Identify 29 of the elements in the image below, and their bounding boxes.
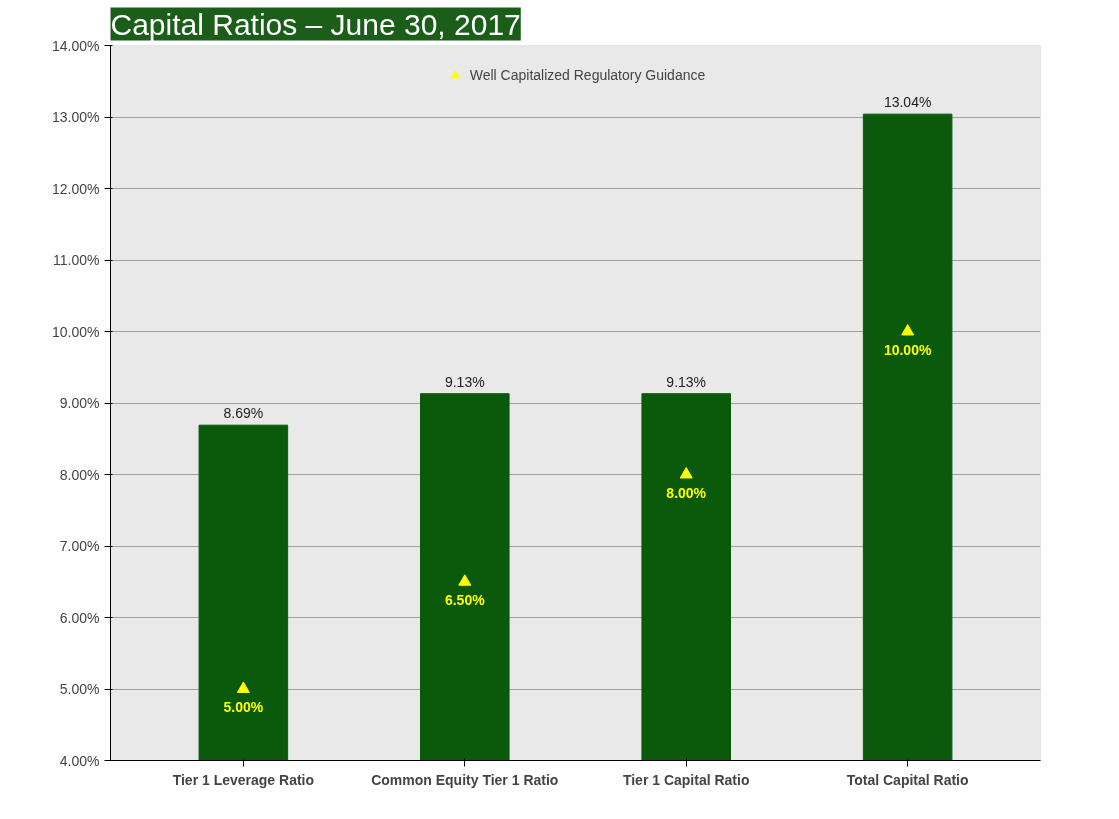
y-tick-label: 4.00%	[59, 752, 100, 769]
data-label: 13.04%	[883, 94, 932, 111]
data-label: 8.69%	[223, 405, 264, 422]
y-tick-label: 7.00%	[59, 538, 100, 554]
y-tick-label: 12.00%	[52, 180, 100, 197]
y-tick-label: 10.00%	[52, 323, 100, 340]
legend-label: Well Capitalized Regulatory Guidance	[469, 67, 706, 83]
data-label: 9.13%	[666, 373, 707, 390]
point	[236, 681, 250, 693]
y-tick-label: 11.00%	[53, 252, 100, 268]
y-tick-label: 6.00%	[59, 609, 100, 626]
data-label: 8.00%	[666, 484, 707, 501]
data-label: 5.00%	[223, 699, 264, 715]
x-tick-label: Common Equity Tier 1 Ratio	[371, 771, 559, 788]
data-label: 10.00%	[883, 341, 932, 358]
x-tick-label: Tier 1 Capital Ratio	[622, 771, 750, 788]
y-tick-label: 13.00%	[52, 109, 100, 125]
y-tick-label: 5.00%	[59, 681, 100, 697]
y-tick-label: 8.00%	[59, 466, 100, 483]
x-tick-label: Tier 1 Leverage Ratio	[172, 771, 315, 788]
data-label: 6.50%	[444, 591, 486, 608]
y-tick-label: 9.00%	[59, 395, 100, 411]
point	[679, 467, 693, 479]
data-label: 9.13%	[444, 373, 485, 390]
point	[458, 574, 472, 586]
x-tick-label: Total Capital Ratio	[846, 771, 969, 788]
point	[901, 324, 915, 336]
y-tick-label: 14.00%	[52, 37, 100, 54]
chart-title: Capital Ratios – June 30, 2017	[110, 7, 521, 41]
